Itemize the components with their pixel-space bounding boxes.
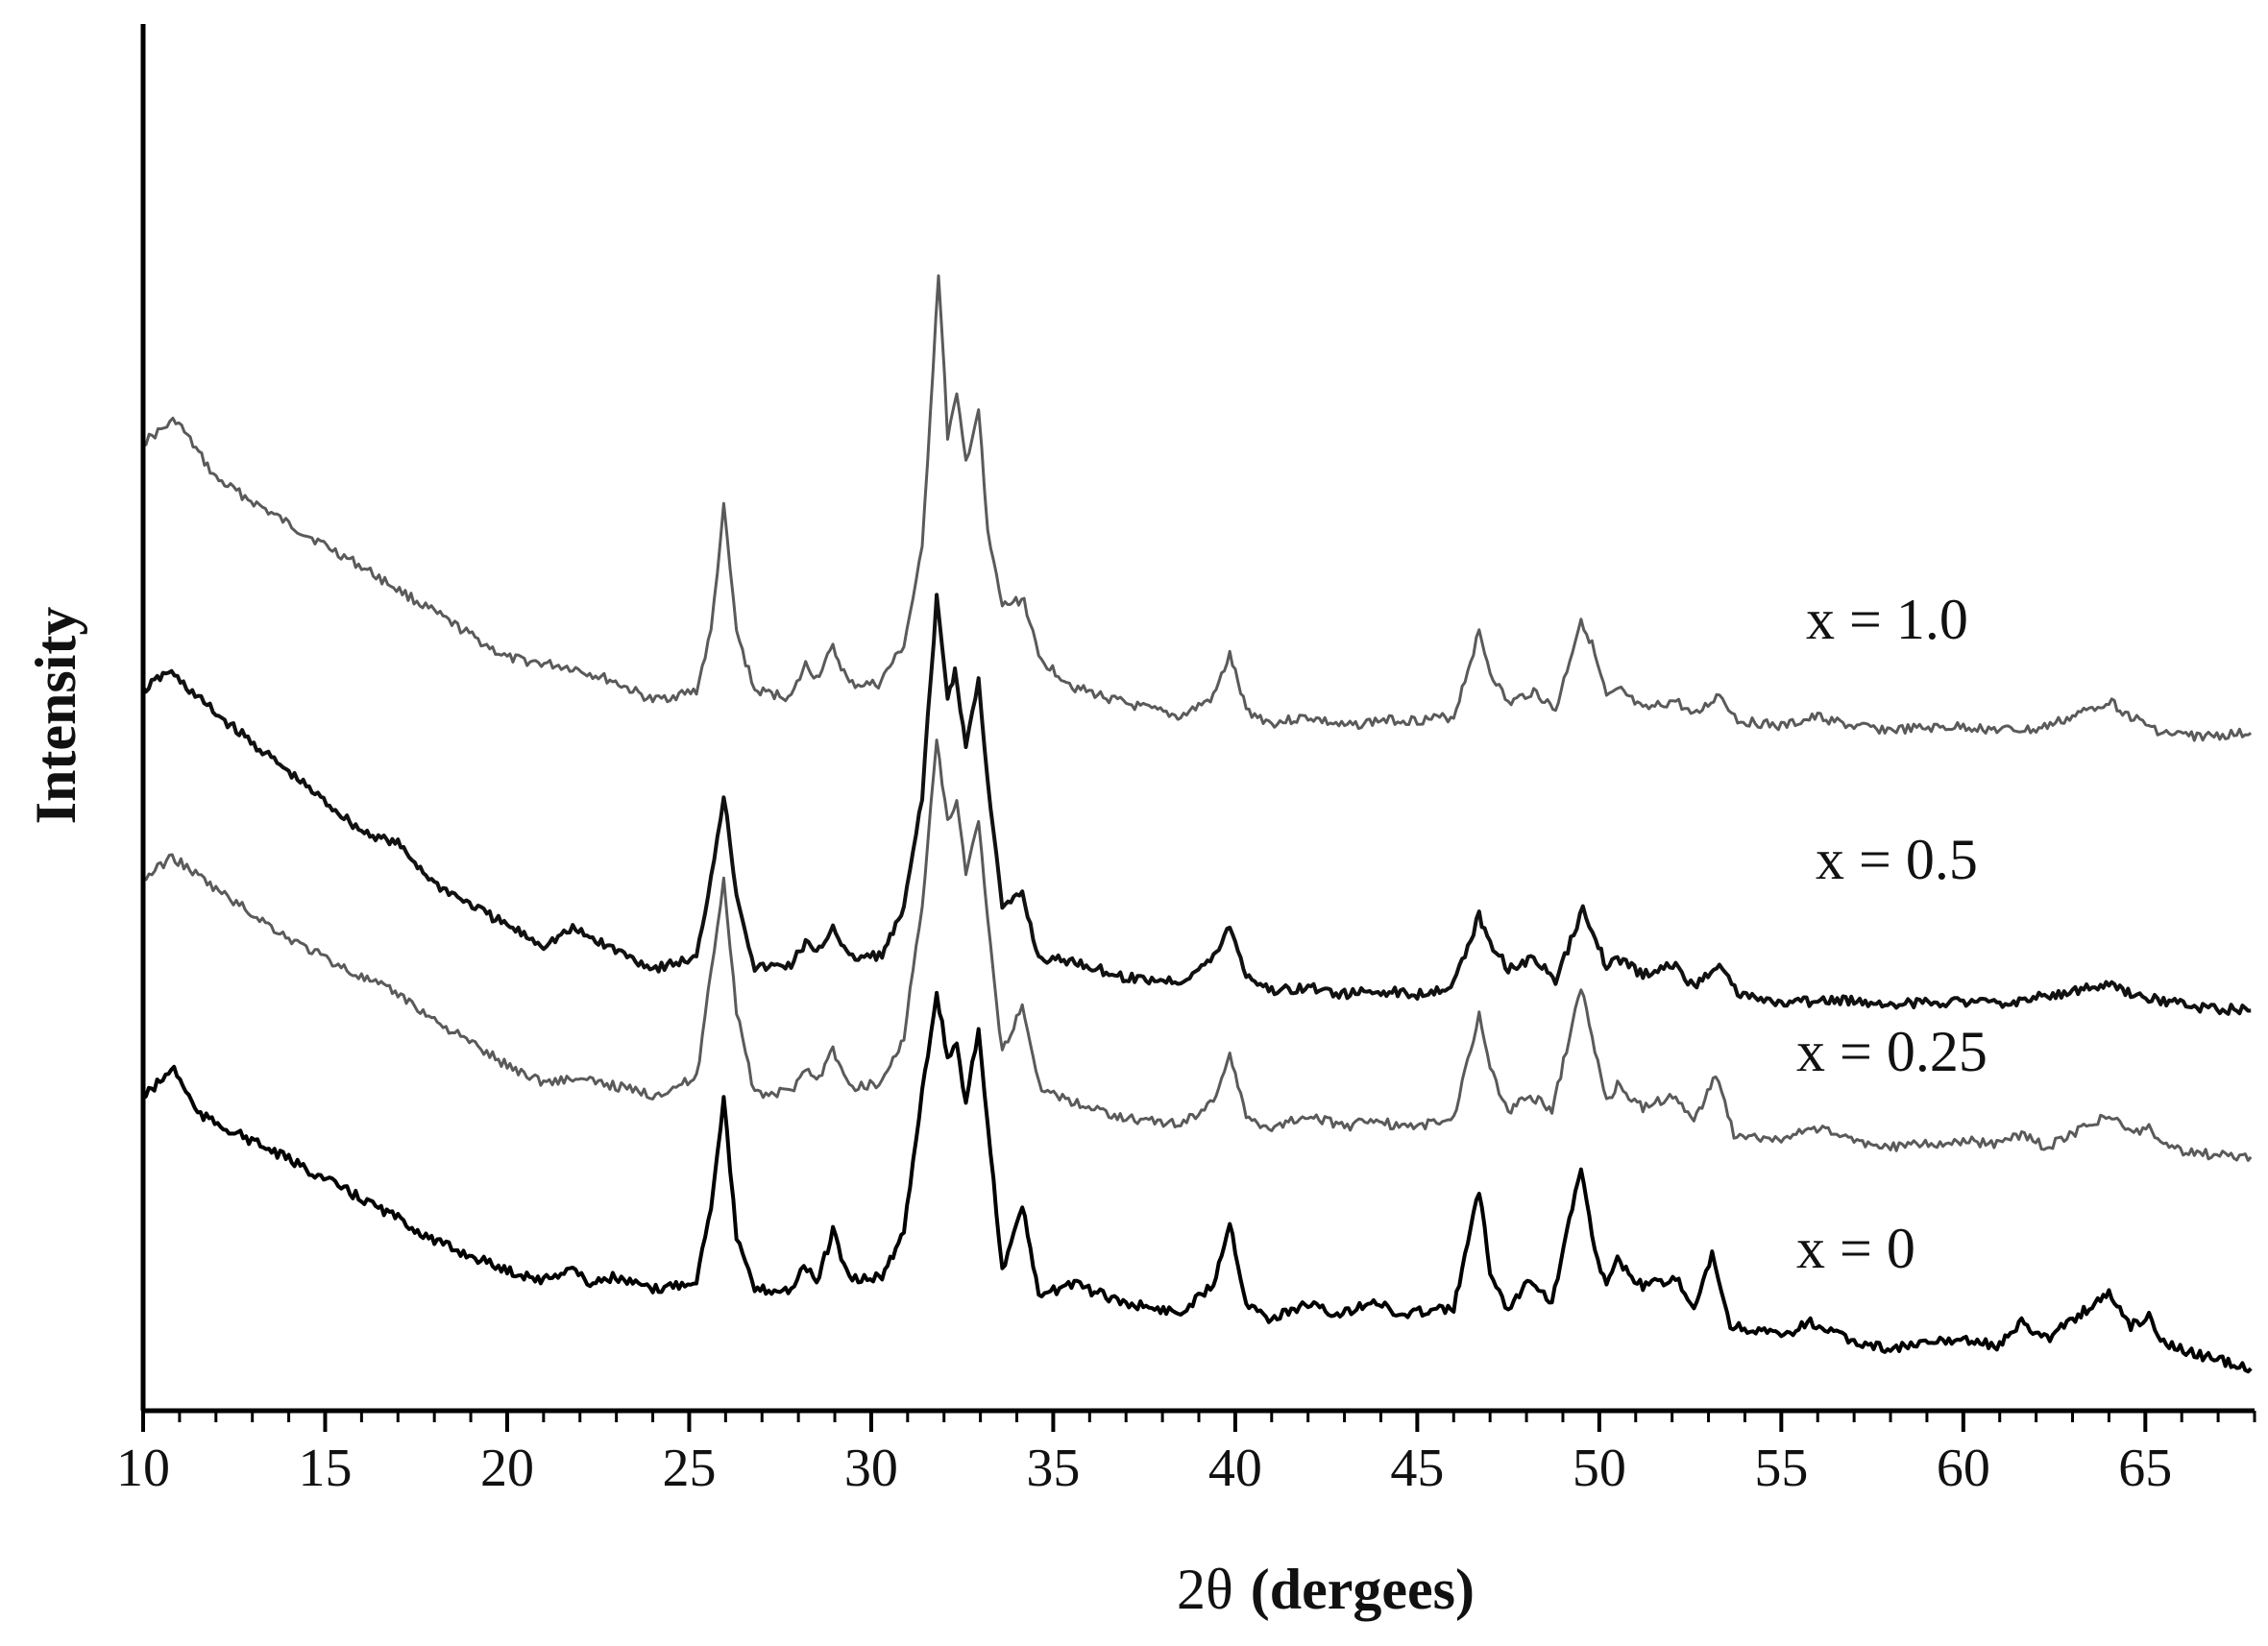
- x-tick-label: 25: [662, 1439, 716, 1498]
- x-tick-label: 45: [1390, 1439, 1444, 1498]
- x-tick-label: 40: [1208, 1439, 1262, 1498]
- x-axis-title-unit: (dergees): [1251, 1558, 1475, 1621]
- series-label-3: x = 0: [1796, 1217, 1915, 1280]
- y-axis-title: Intensity: [24, 607, 87, 825]
- x-tick-label: 30: [844, 1439, 898, 1498]
- series-line-0: [142, 274, 2253, 742]
- series-label-2: x = 0.25: [1796, 1020, 1988, 1083]
- series-layer: [141, 274, 2253, 1374]
- series-label-1: x = 0.5: [1816, 828, 1978, 891]
- series-line-1: [141, 593, 2252, 1016]
- x-tick-label: 35: [1026, 1439, 1080, 1498]
- tick-layer: 10 15 20 25 30 35 40 45 50 55 60 65: [116, 1411, 2256, 1498]
- x-tick-label: 15: [298, 1439, 352, 1498]
- x-tick-label: 60: [1937, 1439, 1990, 1498]
- series-label-0: x = 1.0: [1806, 588, 1968, 651]
- x-tick-label: 50: [1573, 1439, 1626, 1498]
- x-tick-label: 55: [1754, 1439, 1808, 1498]
- x-axis-title-symbol: 2θ: [1177, 1558, 1233, 1621]
- x-tick-label: 20: [480, 1439, 534, 1498]
- x-tick-label: 65: [2118, 1439, 2172, 1498]
- series-line-3: [141, 990, 2253, 1374]
- series-line-2: [142, 738, 2253, 1162]
- series-label-layer: x = 1.0 x = 0.5 x = 0.25 x = 0: [1796, 588, 1988, 1280]
- x-axis-title: 2θ (dergees): [1177, 1558, 1475, 1621]
- x-tick-label: 10: [116, 1439, 170, 1498]
